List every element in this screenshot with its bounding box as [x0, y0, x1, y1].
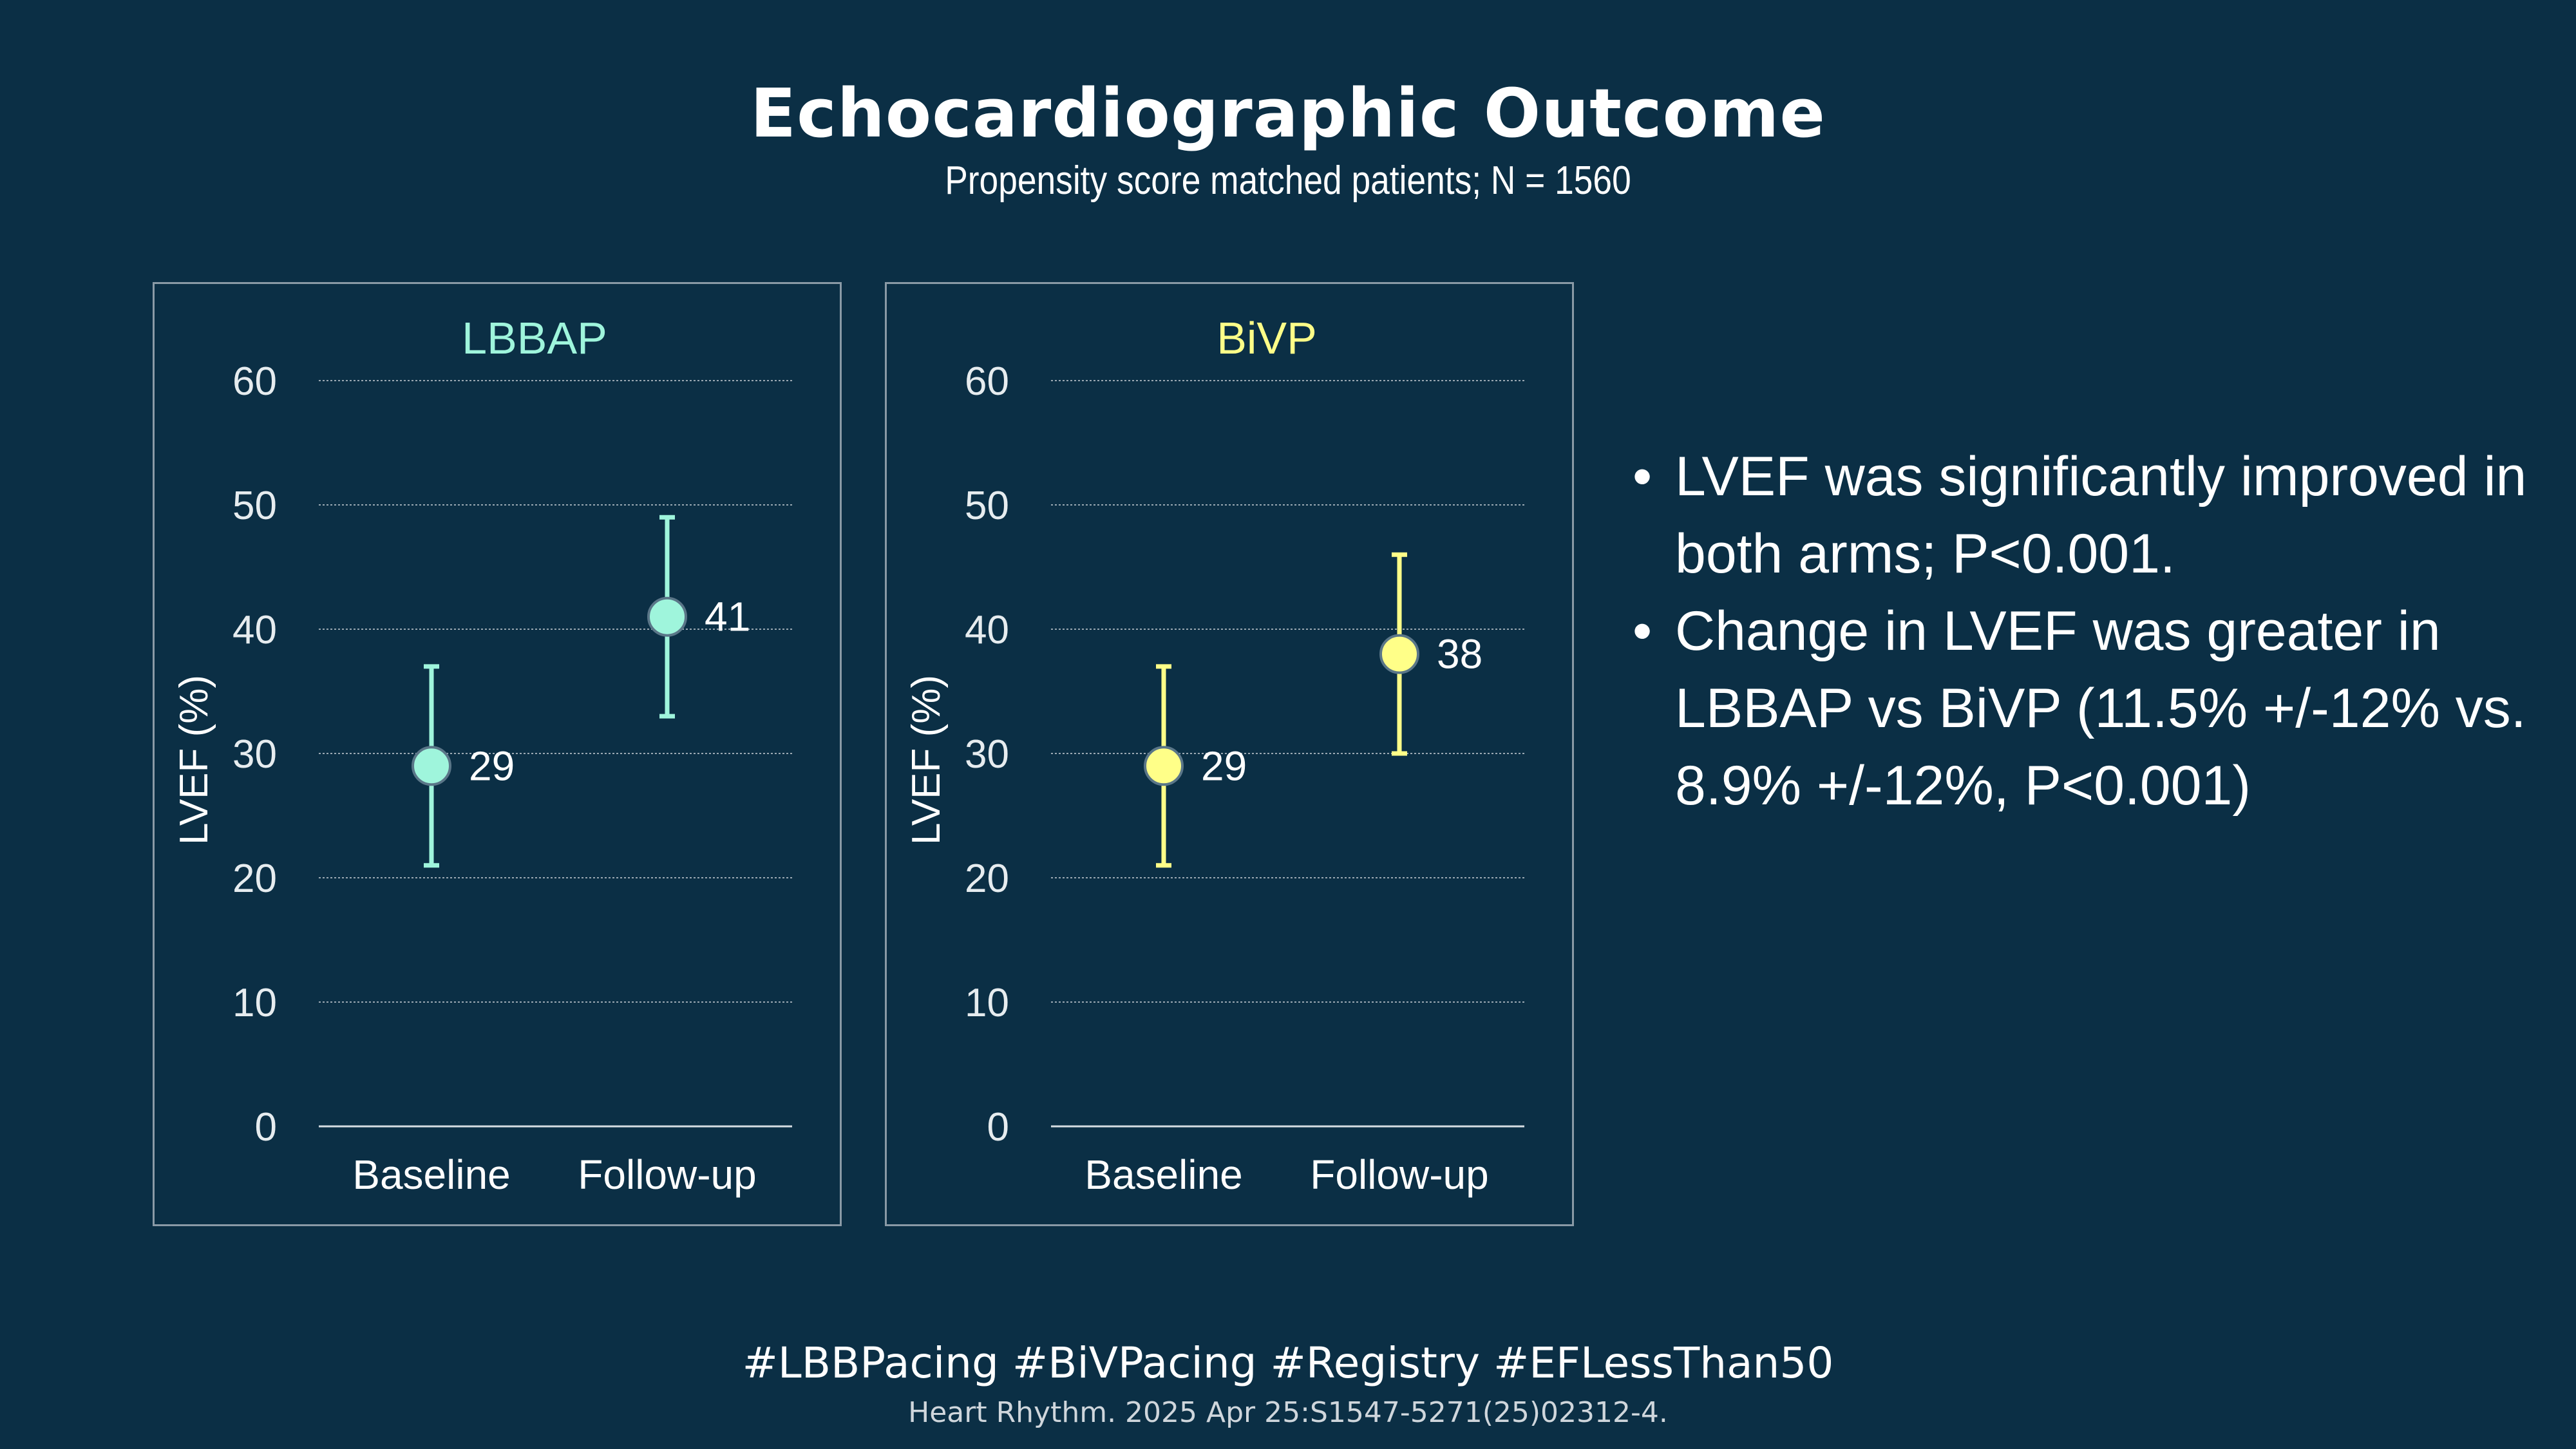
finding-text: LVEF was significantly improved in both … — [1675, 446, 2527, 585]
y-tick-label: 0 — [987, 1105, 1009, 1150]
data-label: 29 — [469, 743, 515, 789]
y-axis-label: LVEF (%) — [172, 675, 216, 845]
y-tick-label: 30 — [965, 732, 1009, 777]
y-axis-label: LVEF (%) — [904, 675, 949, 845]
chart-title: LBBAP — [462, 313, 607, 363]
y-tick-label: 0 — [255, 1105, 277, 1150]
data-point — [412, 746, 451, 786]
chart-title: BiVP — [1217, 313, 1317, 363]
finding-text: Change in LVEF was greater in LBBAP vs B… — [1675, 600, 2526, 817]
finding-item: • Change in LVEF was greater in LBBAP vs… — [1633, 592, 2547, 824]
data-point — [1144, 746, 1184, 786]
data-label: 29 — [1201, 743, 1247, 789]
data-point — [1379, 634, 1419, 674]
data-label: 38 — [1437, 631, 1482, 677]
x-tick-label: Baseline — [352, 1151, 511, 1198]
y-tick-label: 10 — [232, 981, 277, 1025]
y-tick-label: 10 — [965, 981, 1009, 1025]
hashtags: #LBBPacing #BiVPacing #Registry #EFLessT… — [742, 1338, 1834, 1388]
y-tick-label: 40 — [232, 608, 277, 652]
bivp-chart-panel: BiVP 0 10 20 30 40 50 60 LVEF (%) Baseline Follow-… — [885, 282, 1574, 1226]
bullet-dot: • — [1633, 446, 1653, 507]
y-tick-label: 50 — [232, 484, 277, 528]
x-tick-label: Follow-up — [1310, 1151, 1488, 1198]
key-findings-list: • LVEF was significantly improved in bot… — [1633, 438, 2547, 824]
citation: Heart Rhythm. 2025 Apr 25:S1547-5271(25)… — [908, 1396, 1668, 1429]
y-tick-label: 20 — [232, 857, 277, 901]
slide-subtitle: Propensity score matched patients; N = 1… — [945, 158, 1631, 203]
y-tick-label: 20 — [965, 857, 1009, 901]
slide-title: Echocardiographic Outcome — [750, 74, 1826, 153]
data-label: 41 — [705, 594, 750, 640]
y-tick-label: 40 — [965, 608, 1009, 652]
x-tick-label: Baseline — [1084, 1151, 1243, 1198]
bivp-chart: BiVP 0 10 20 30 40 50 60 LVEF (%) Baseline Follow-… — [904, 313, 1524, 1198]
finding-item: • LVEF was significantly improved in bot… — [1633, 438, 2547, 592]
y-tick-label: 50 — [965, 484, 1009, 528]
lbbap-chart: LBBAP 0 10 20 30 40 50 60 LVEF (%) Baseline Follow… — [172, 313, 792, 1198]
data-point — [647, 596, 687, 637]
bullet-dot: • — [1633, 600, 1653, 662]
y-tick-label: 30 — [232, 732, 277, 777]
y-tick-label: 60 — [232, 359, 277, 404]
y-tick-label: 60 — [965, 359, 1009, 404]
lbbap-chart-panel: LBBAP 0 10 20 30 40 50 60 LVEF (%) Baseline Follow… — [153, 282, 842, 1226]
x-tick-label: Follow-up — [578, 1151, 756, 1198]
